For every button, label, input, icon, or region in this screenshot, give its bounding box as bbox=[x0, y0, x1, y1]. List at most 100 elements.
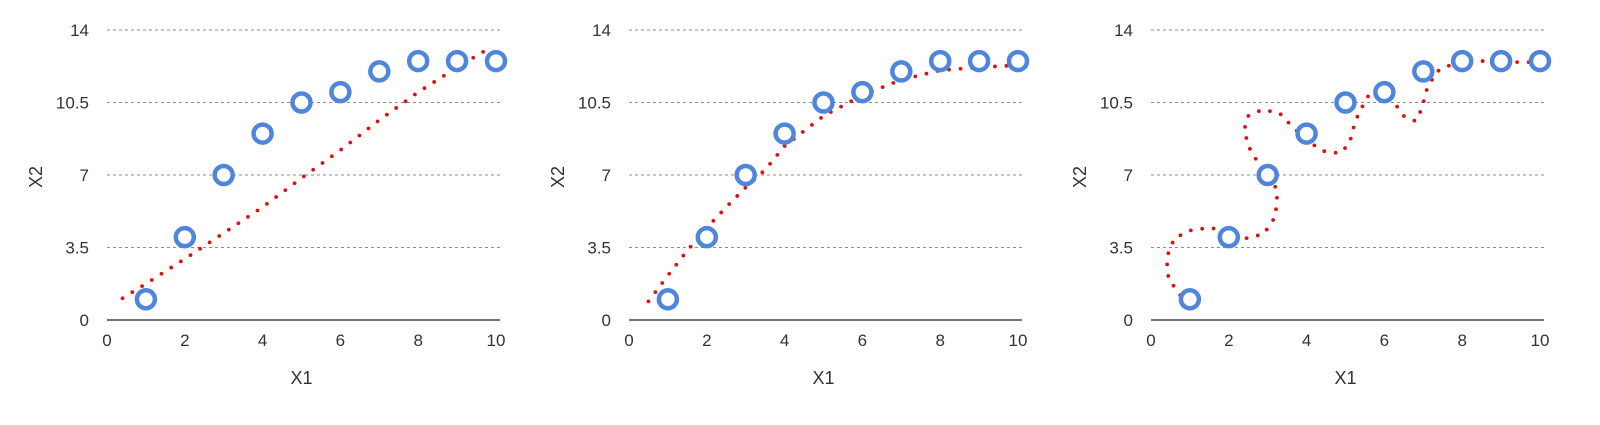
data-point bbox=[1295, 122, 1318, 145]
fit-curve-dot bbox=[403, 99, 408, 104]
y-axis-label: X2 bbox=[1070, 166, 1090, 188]
data-point bbox=[1256, 163, 1279, 187]
data-point bbox=[1489, 49, 1513, 73]
fit-curve-dot bbox=[329, 154, 334, 159]
fit-curve-dot bbox=[1401, 114, 1406, 118]
fit-curve-dot bbox=[1333, 150, 1338, 155]
fit-curve-dot bbox=[1395, 104, 1400, 109]
x-tick-label: 2 bbox=[180, 331, 189, 350]
fit-curve-dot bbox=[217, 234, 222, 238]
fit-curve-dot bbox=[1243, 124, 1248, 129]
y-tick-label: 7 bbox=[1124, 166, 1133, 185]
fit-curve-dot bbox=[1275, 195, 1279, 200]
fit-curve-dot bbox=[283, 188, 288, 193]
chart-panel-2: 0 3.5 7 10.5 14 0 2 4 6 8 10 X1 X2 bbox=[548, 21, 1030, 388]
fit-curve-dot bbox=[849, 99, 854, 104]
fit-curve-dot bbox=[1253, 156, 1258, 161]
fit-curve-dot bbox=[1264, 227, 1269, 232]
y-tick-label: 14 bbox=[592, 21, 611, 40]
data-point bbox=[928, 49, 952, 73]
fit-curve-dot bbox=[1268, 109, 1272, 114]
data-point bbox=[368, 60, 391, 83]
x-tick-label: 4 bbox=[1302, 331, 1311, 350]
fit-curve-dot bbox=[1273, 184, 1278, 189]
data-point bbox=[329, 80, 352, 104]
fit-curve-dot bbox=[1312, 143, 1317, 148]
fit-curve-dot bbox=[394, 106, 399, 110]
fit-curve-dot bbox=[768, 161, 772, 166]
data-point bbox=[734, 163, 757, 187]
y-tick-label: 0 bbox=[602, 311, 611, 330]
fit-curve-dot bbox=[1418, 110, 1423, 114]
fit-curve-dot bbox=[681, 253, 686, 258]
x-tick-label: 2 bbox=[1224, 331, 1233, 350]
fit-curve-dot bbox=[1004, 63, 1009, 68]
fit-curve-dot bbox=[1171, 283, 1176, 288]
fit-curve-dot bbox=[646, 299, 651, 304]
y-tick-label: 3.5 bbox=[65, 239, 89, 258]
fit-curve-dot bbox=[265, 201, 269, 206]
fit-curve-dot bbox=[1165, 262, 1170, 267]
x-tick-label: 4 bbox=[780, 331, 789, 350]
fit-curve-dot bbox=[1244, 136, 1249, 140]
data-point bbox=[406, 49, 430, 73]
data-point bbox=[1006, 49, 1030, 73]
chart-panel-1: 0 3.5 7 10.5 14 0 2 4 6 8 10 X1 X2 bbox=[26, 21, 508, 388]
x-tick-label: 0 bbox=[102, 331, 111, 350]
x-tick-label: 6 bbox=[1380, 331, 1389, 350]
fit-curve-dot bbox=[120, 296, 125, 301]
x-tick-label: 10 bbox=[1009, 331, 1028, 350]
fit-curve-dot bbox=[140, 284, 144, 289]
fit-curve-dot bbox=[735, 194, 740, 198]
fit-curve-dot bbox=[432, 80, 437, 84]
fit-curve-dot bbox=[375, 119, 380, 124]
data-point bbox=[212, 163, 235, 187]
fit-curve-dot bbox=[366, 126, 371, 131]
data-point bbox=[1373, 80, 1396, 104]
x-tick-label: 0 bbox=[624, 331, 633, 350]
data-point bbox=[251, 122, 274, 145]
fit-curve-dot bbox=[357, 133, 362, 138]
fit-curve-dot bbox=[800, 130, 805, 134]
fit-curve-dot bbox=[1170, 240, 1175, 245]
fit-curve-dot bbox=[188, 253, 193, 257]
x-tick-label: 8 bbox=[413, 331, 422, 350]
data-point bbox=[967, 49, 991, 73]
fit-curve-dot bbox=[178, 259, 183, 264]
fit-curve-dot bbox=[1248, 146, 1252, 151]
fit-curve-dot bbox=[1421, 99, 1426, 103]
fit-curve-dot bbox=[226, 227, 231, 232]
fit-curve-dot bbox=[246, 214, 250, 219]
data-point bbox=[445, 49, 469, 73]
fit-curve-dot bbox=[207, 240, 212, 245]
fit-curve-dot bbox=[1424, 88, 1429, 92]
fit-curve-dot bbox=[653, 290, 658, 295]
fit-curve-dot bbox=[149, 278, 154, 282]
fit-curve-dot bbox=[198, 246, 202, 251]
fit-curve-dot bbox=[775, 152, 780, 157]
fit-curve-dot bbox=[958, 66, 963, 71]
fit-curve-dot bbox=[913, 74, 918, 79]
fit-curve-dot bbox=[339, 147, 344, 152]
y-tick-label: 0 bbox=[1124, 311, 1133, 330]
fit-curve-dot bbox=[1256, 109, 1261, 114]
data-point bbox=[695, 225, 719, 249]
fit-curve-dot bbox=[1211, 226, 1216, 231]
fit-curve-dot bbox=[782, 144, 787, 148]
fit-curve-dot bbox=[169, 265, 174, 270]
fit-curve-dot bbox=[1322, 149, 1327, 154]
y-axis-label: X2 bbox=[548, 166, 568, 188]
fit-curve-dot bbox=[1166, 273, 1171, 278]
y-tick-label: 14 bbox=[70, 21, 89, 40]
fit-curve-dot bbox=[1515, 60, 1520, 65]
fit-curve-dot bbox=[348, 140, 353, 145]
fit-curve-dot bbox=[130, 290, 135, 295]
fit-curve-dot bbox=[320, 161, 325, 165]
x-tick-label: 6 bbox=[336, 331, 345, 350]
fit-curve-dot bbox=[1278, 112, 1283, 117]
fit-curve-dot bbox=[311, 167, 316, 172]
fit-curve-dot bbox=[1246, 113, 1251, 118]
fit-curve-dot bbox=[301, 174, 306, 179]
